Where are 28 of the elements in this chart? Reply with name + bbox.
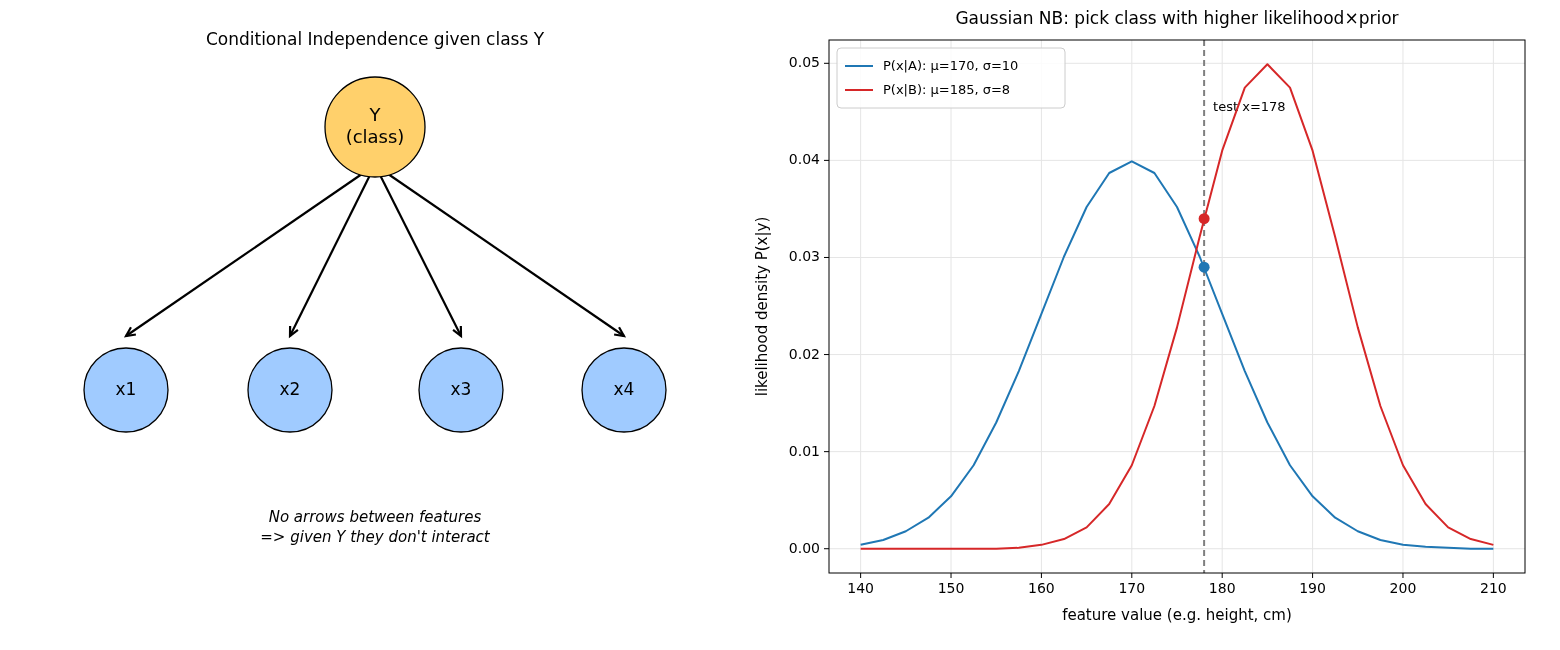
line-series [859,160,1495,550]
chart-title: Gaussian NB: pick class with higher likelihood×prior [955,8,1399,28]
text: x4 [613,379,635,399]
y-axis-title: likelihood density P(x|y) [753,216,771,397]
y-tick-label: 0.01 [788,442,820,459]
x-tick-label: 190 [1299,580,1326,596]
y-tick-label: 0.00 [788,539,820,556]
x-tick-label: 200 [1389,580,1417,596]
x-axis-title: feature value (e.g. height, cm) [1062,606,1292,624]
x-tick-label: 140 [847,580,874,596]
ref-line-label: test x=178 [1213,99,1286,115]
text: No arrows between features => given Y they don't interact [260,507,491,546]
y-tick-label: 0.04 [788,151,821,168]
text: Conditional Independence given class Y [205,29,545,49]
text: Y (class) [345,104,405,147]
text: x2 [279,379,301,399]
y-tick-label: 0.02 [788,345,820,362]
legend-label: P(x|A): μ=170, σ=10 [883,57,1019,73]
y-tick-label: 0.03 [788,248,820,265]
text: x3 [450,379,472,399]
x-tick-label: 210 [1480,580,1507,596]
x-tick-label: 170 [1118,580,1146,596]
legend-label: P(x|B): μ=185, σ=8 [883,81,1011,97]
x-tick-label: 150 [937,580,965,596]
x-tick-label: 180 [1208,580,1236,596]
y-tick-label: 0.05 [788,54,820,71]
text: x1 [115,379,137,399]
x-tick-label: 160 [1028,580,1055,596]
